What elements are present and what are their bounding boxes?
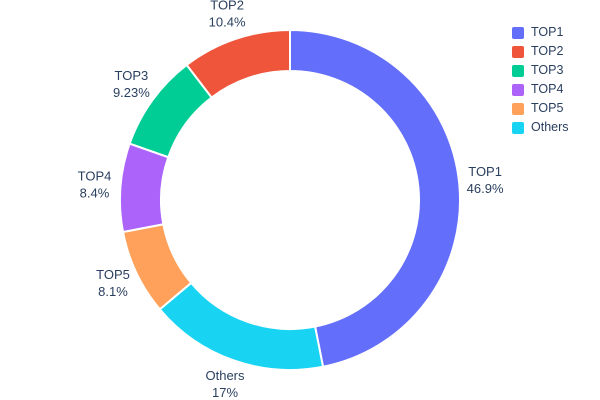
legend-swatch-TOP4 [512, 83, 524, 96]
slice-label-TOP5: TOP5 8.1% [96, 267, 130, 299]
pie-slice-Others[interactable] [158, 281, 325, 371]
slice-label-TOP3: TOP3 9.23% [113, 68, 150, 100]
legend-item-Others[interactable]: Others [512, 118, 569, 137]
legend-item-TOP3[interactable]: TOP3 [512, 61, 569, 80]
slice-label-TOP1: TOP1 46.9% [467, 164, 504, 196]
pie-slice-TOP4[interactable] [119, 142, 170, 234]
legend-item-TOP5[interactable]: TOP5 [512, 99, 569, 118]
legend-label: TOP4 [531, 82, 564, 96]
legend-swatch-Others [512, 121, 524, 134]
pie-slice-TOP5[interactable] [121, 223, 193, 311]
chart-legend: TOP1 TOP2 TOP3 TOP4 TOP5 Others [512, 23, 569, 137]
legend-swatch-TOP5 [512, 102, 524, 115]
legend-label: TOP3 [531, 63, 564, 77]
legend-swatch-TOP3 [512, 64, 524, 77]
legend-label: TOP5 [531, 101, 564, 115]
legend-swatch-TOP2 [512, 45, 524, 58]
legend-item-TOP1[interactable]: TOP1 [512, 23, 569, 42]
pie-slice-TOP2[interactable] [185, 28, 291, 99]
pie-slice-TOP3[interactable] [128, 63, 214, 159]
pie-slice-TOP1[interactable] [289, 28, 462, 368]
slice-label-TOP2: TOP2 10.4% [209, 0, 246, 29]
legend-swatch-TOP1 [512, 26, 524, 39]
slice-label-TOP4: TOP4 8.4% [78, 169, 112, 201]
legend-label: TOP2 [531, 44, 564, 58]
legend-item-TOP2[interactable]: TOP2 [512, 42, 569, 61]
legend-label: Others [531, 120, 569, 134]
legend-item-TOP4[interactable]: TOP4 [512, 80, 569, 99]
legend-label: TOP1 [531, 25, 564, 39]
slice-label-Others: Others 17% [205, 368, 245, 400]
